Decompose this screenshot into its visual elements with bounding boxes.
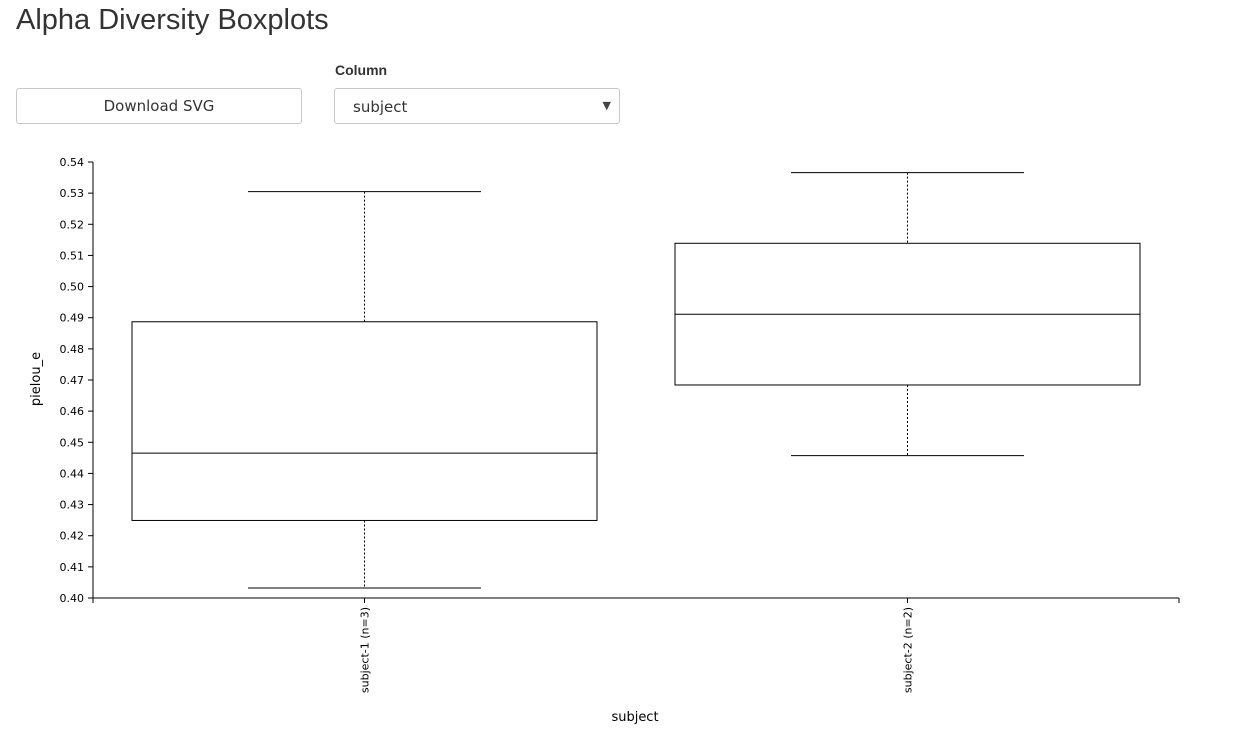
y-tick-label: 0.53 bbox=[60, 187, 85, 200]
x-axis: subject-1 (n=3) subject-2 (n=2) bbox=[92, 597, 1180, 693]
y-tick-label: 0.43 bbox=[60, 499, 85, 512]
iqr-box bbox=[131, 321, 598, 521]
y-tick-label: 0.48 bbox=[60, 343, 85, 356]
y-tick-label: 0.51 bbox=[60, 249, 85, 262]
y-tick-label: 0.54 bbox=[60, 156, 85, 169]
y-tick-label: 0.46 bbox=[60, 405, 85, 418]
y-tick-label: 0.44 bbox=[60, 467, 85, 480]
y-tick-label: 0.49 bbox=[60, 312, 85, 325]
page-title: Alpha Diversity Boxplots bbox=[16, 4, 329, 36]
y-axis: 0.40 0.41 0.42 0.43 0.44 0.45 0.46 0.47 0.48 0.49… bbox=[60, 156, 94, 605]
chevron-down-icon: ▼ bbox=[602, 99, 611, 112]
y-tick-label: 0.42 bbox=[60, 530, 85, 543]
y-tick-label: 0.41 bbox=[60, 561, 85, 574]
y-tick-label: 0.47 bbox=[60, 374, 85, 387]
y-tick-label: 0.52 bbox=[60, 218, 85, 231]
boxes bbox=[131, 172, 1141, 589]
column-select-value: subject bbox=[353, 98, 408, 116]
box-group bbox=[131, 191, 598, 589]
x-tick-label: subject-1 (n=3) bbox=[359, 607, 372, 693]
x-axis-label: subject bbox=[611, 710, 658, 725]
boxplot-chart: 0.40 0.41 0.42 0.43 0.44 0.45 0.46 0.47 0.48 0.49… bbox=[29, 156, 1180, 725]
y-tick-label: 0.45 bbox=[60, 436, 85, 449]
y-axis-label: pielou_e bbox=[29, 352, 44, 406]
box-group bbox=[674, 172, 1141, 457]
y-tick-label: 0.50 bbox=[60, 281, 85, 294]
x-tick-label: subject-2 (n=2) bbox=[902, 607, 915, 693]
column-label: Column bbox=[335, 62, 388, 78]
download-svg-button[interactable]: Download SVG bbox=[16, 88, 302, 124]
column-select[interactable]: subject ▼ bbox=[334, 88, 620, 124]
y-tick-label: 0.40 bbox=[60, 592, 85, 605]
